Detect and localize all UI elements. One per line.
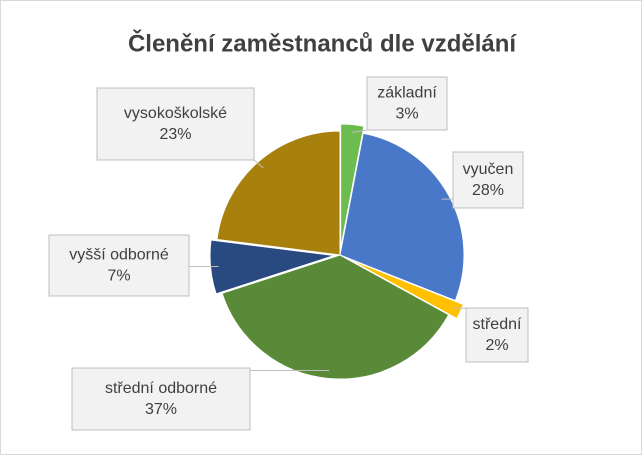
label-value: 37% (145, 401, 177, 418)
label-value: 2% (485, 337, 508, 354)
chart-title: Členění zaměstnanců dle vzdělání (128, 29, 517, 57)
pie-slice (216, 130, 341, 256)
label-box (71, 367, 251, 431)
leader-line (253, 159, 264, 169)
label-box (465, 307, 529, 363)
pie-slice (209, 239, 335, 295)
label-name: střední (473, 316, 522, 333)
label-name: základní (377, 85, 437, 102)
label-name: střední odborné (105, 380, 217, 397)
pie-slice (221, 254, 450, 380)
label-box (366, 76, 448, 131)
label-box (96, 87, 255, 161)
label-box (452, 151, 524, 209)
label-value: 28% (472, 182, 504, 199)
pie-slice (347, 258, 465, 320)
label-name: vyšší odborné (69, 247, 169, 264)
label-value: 3% (395, 106, 418, 123)
leader-line (351, 129, 368, 134)
label-box (48, 234, 190, 297)
label-value: 7% (107, 268, 130, 285)
label-value: 23% (159, 126, 191, 143)
pie-slice (339, 132, 465, 302)
pie-slice (340, 123, 365, 249)
label-name: vyučen (463, 161, 514, 178)
label-name: vysokoškolské (124, 105, 227, 122)
